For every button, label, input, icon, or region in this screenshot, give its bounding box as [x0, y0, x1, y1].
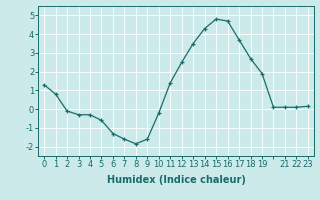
- X-axis label: Humidex (Indice chaleur): Humidex (Indice chaleur): [107, 175, 245, 185]
